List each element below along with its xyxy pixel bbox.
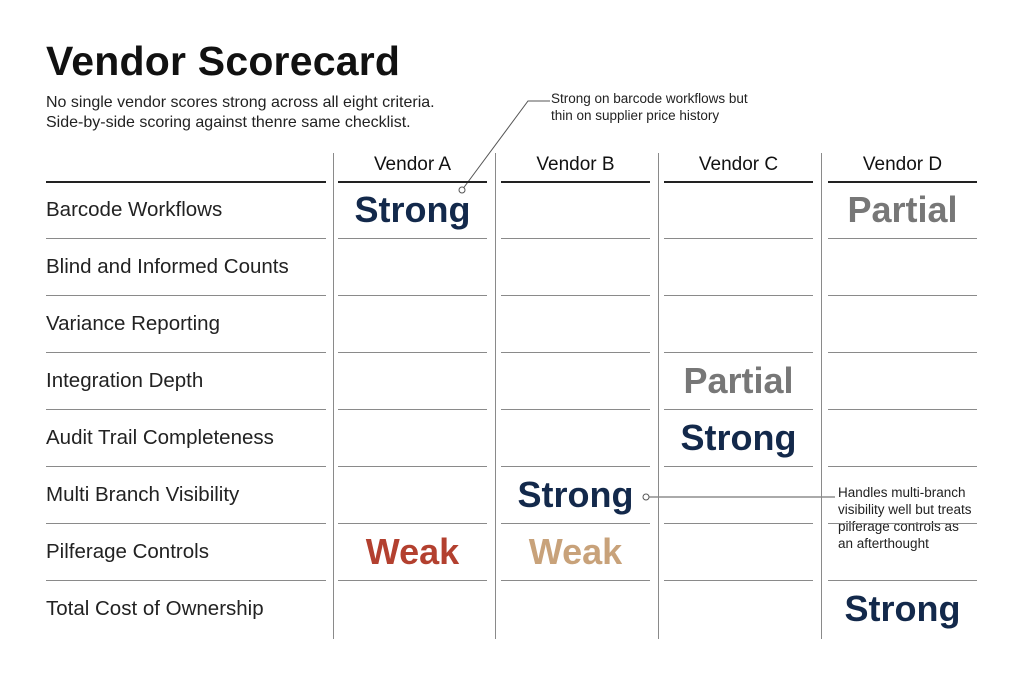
row-divider <box>664 466 813 467</box>
row-divider <box>828 409 977 410</box>
row-divider <box>46 295 326 296</box>
row-divider <box>828 580 977 581</box>
annotation-vendor-a: Strong on barcode workflows but thin on … <box>551 90 748 124</box>
criterion-label: Pilferage Controls <box>46 540 209 563</box>
row-divider <box>501 580 650 581</box>
row-divider <box>501 523 650 524</box>
row-divider <box>338 466 487 467</box>
column-divider <box>333 153 334 639</box>
header-underline <box>664 181 813 183</box>
row-divider <box>501 466 650 467</box>
score-cell: Partial <box>847 189 958 230</box>
score-cell: Strong <box>844 588 961 629</box>
annotation-line: visibility well but treats <box>838 502 972 517</box>
score-cell: Weak <box>528 531 623 572</box>
callout-dot-vendor-a <box>458 186 466 194</box>
row-divider <box>338 580 487 581</box>
criterion-label: Blind and Informed Counts <box>46 255 289 278</box>
annotation-line: Handles multi-branch <box>838 485 966 500</box>
row-divider <box>46 409 326 410</box>
page-title: Vendor Scorecard <box>46 38 401 84</box>
row-divider <box>46 238 326 239</box>
row-divider <box>828 523 977 524</box>
column-divider <box>821 153 822 639</box>
column-header-vendor-b: Vendor B <box>536 154 615 175</box>
row-divider <box>338 352 487 353</box>
criterion-label: Barcode Workflows <box>46 198 223 221</box>
criterion-label: Variance Reporting <box>46 312 220 335</box>
row-divider <box>338 295 487 296</box>
row-divider <box>46 466 326 467</box>
column-divider <box>495 153 496 639</box>
row-divider <box>664 238 813 239</box>
row-divider <box>46 580 326 581</box>
annotation-line: Strong on barcode workflows but <box>551 91 748 106</box>
row-divider <box>828 466 977 467</box>
row-divider <box>338 409 487 410</box>
annotation-line: pilferage controls as <box>838 519 959 534</box>
criterion-label: Audit Trail Completeness <box>46 426 274 449</box>
annotation-line: thin on supplier price history <box>551 108 720 123</box>
row-divider <box>501 409 650 410</box>
header-underline <box>501 181 650 183</box>
row-divider <box>664 409 813 410</box>
row-divider <box>338 523 487 524</box>
row-divider <box>664 352 813 353</box>
criterion-label: Multi Branch Visibility <box>46 483 240 506</box>
score-cell: Partial <box>683 360 794 401</box>
column-divider <box>658 153 659 639</box>
column-header-vendor-a: Vendor A <box>373 154 452 175</box>
row-divider <box>501 352 650 353</box>
row-divider <box>46 523 326 524</box>
score-cell: Strong <box>517 474 634 515</box>
criterion-label: Total Cost of Ownership <box>46 597 264 620</box>
subtitle: No single vendor scores strong across al… <box>46 93 435 133</box>
row-divider <box>501 238 650 239</box>
callout-leader-vendor-a <box>461 100 550 191</box>
column-header-vendor-c: Vendor C <box>698 154 779 175</box>
column-header-vendor-d: Vendor D <box>862 154 943 175</box>
row-divider <box>664 523 813 524</box>
row-divider <box>664 580 813 581</box>
row-divider <box>828 352 977 353</box>
row-divider <box>828 238 977 239</box>
subtitle-line: Side-by-side scoring against thenre same… <box>46 114 411 131</box>
callout-dot-vendor-b <box>642 493 650 501</box>
header-underline <box>828 181 977 183</box>
annotation-line: an afterthought <box>838 536 929 551</box>
criterion-label: Integration Depth <box>46 369 204 392</box>
score-cell: Weak <box>365 531 460 572</box>
score-cell: Strong <box>680 417 797 458</box>
header-underline <box>46 181 326 183</box>
score-cell: Strong <box>354 189 471 230</box>
row-divider <box>501 295 650 296</box>
subtitle-line: No single vendor scores strong across al… <box>46 94 435 111</box>
row-divider <box>664 295 813 296</box>
row-divider <box>46 352 326 353</box>
header-underline <box>338 181 487 183</box>
annotation-vendor-b: Handles multi-branch visibility well but… <box>838 484 972 552</box>
row-divider <box>338 238 487 239</box>
row-divider <box>828 295 977 296</box>
